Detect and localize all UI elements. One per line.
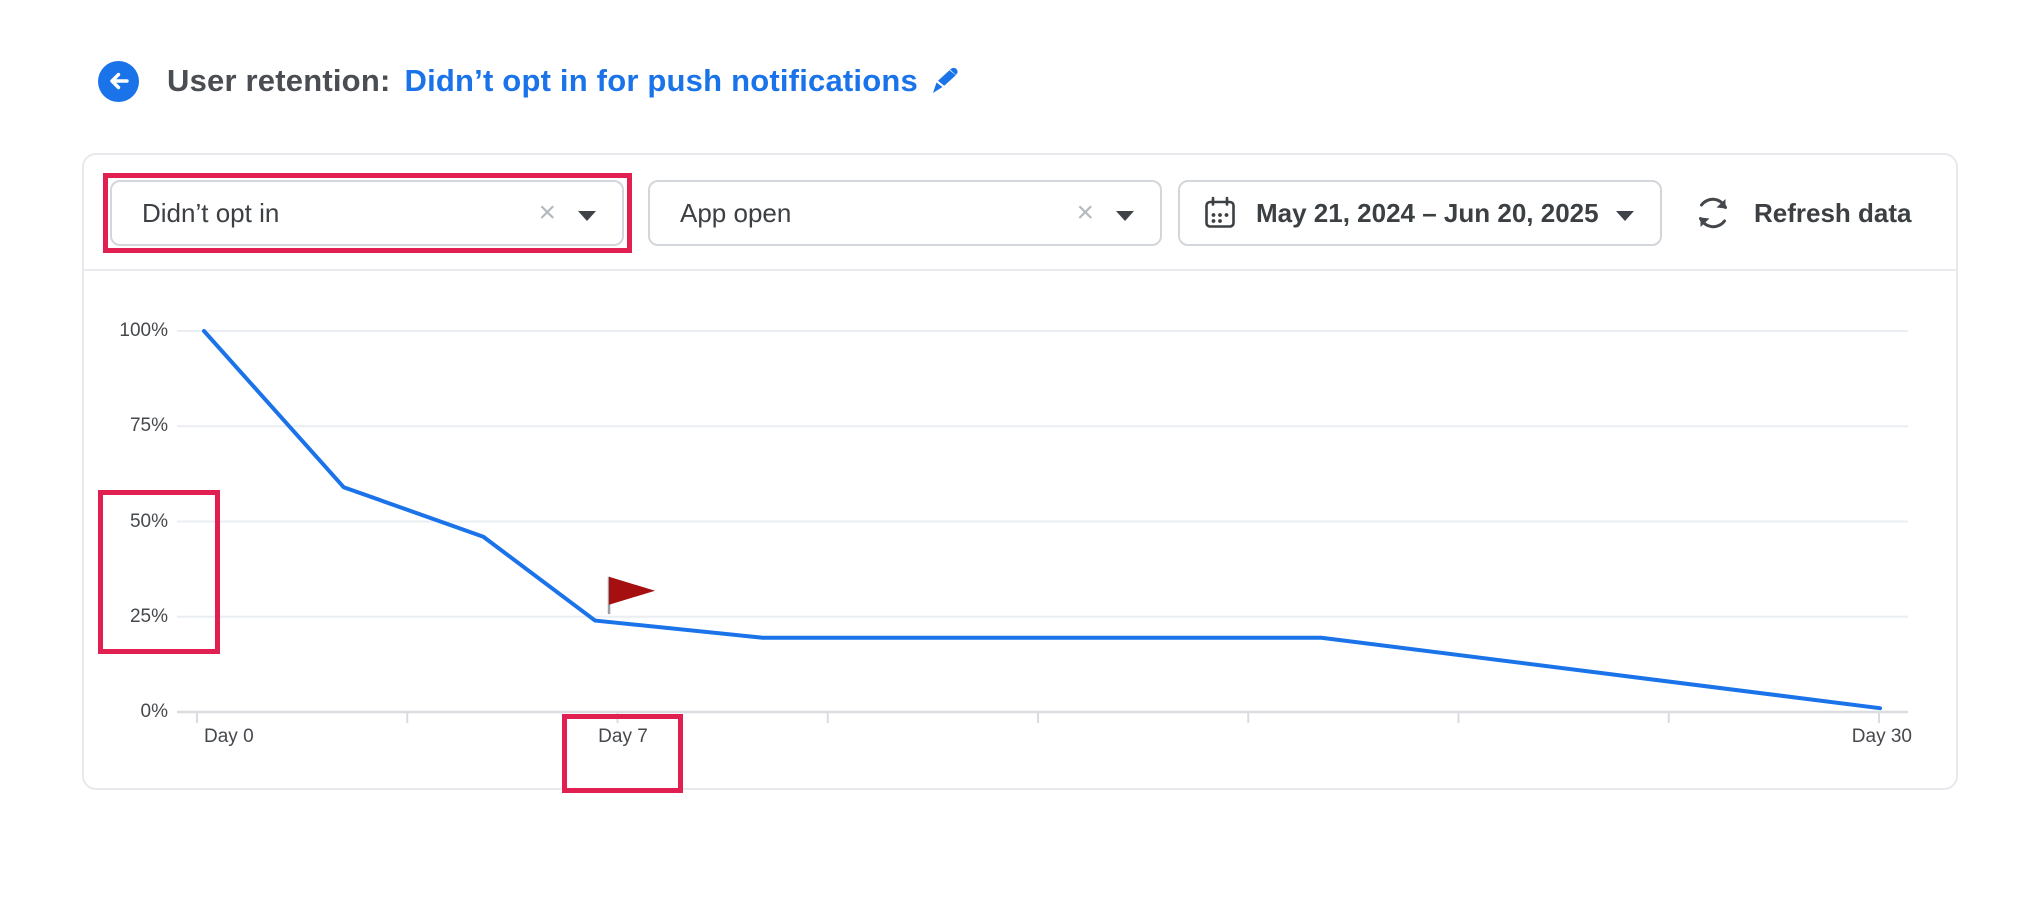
event-select[interactable]: App open × xyxy=(648,180,1162,246)
refresh-icon xyxy=(1699,197,1727,229)
chevron-down-icon xyxy=(1616,211,1634,221)
clear-event-icon[interactable]: × xyxy=(1076,196,1094,229)
clear-audience-icon[interactable]: × xyxy=(538,196,556,229)
page-title: User retention: xyxy=(167,63,391,98)
audience-select-value: Didn’t opt in xyxy=(142,197,280,228)
retention-card xyxy=(82,153,1958,790)
refresh-data-button[interactable]: Refresh data xyxy=(1694,186,1912,240)
event-select-value: App open xyxy=(680,197,792,228)
page-header: User retention: Didn’t opt in for push n… xyxy=(98,58,960,104)
calendar-icon xyxy=(1205,196,1235,228)
pencil-edit-icon[interactable] xyxy=(930,66,960,96)
arrow-left-icon xyxy=(109,72,129,90)
segment-title-text: Didn’t opt in for push notifications xyxy=(404,63,918,98)
filter-divider xyxy=(82,269,1958,271)
audience-select[interactable]: Didn’t opt in × xyxy=(110,180,624,246)
back-button[interactable] xyxy=(98,60,139,102)
date-range-value: May 21, 2024 – Jun 20, 2025 xyxy=(1256,197,1599,228)
chevron-down-icon xyxy=(1116,211,1134,221)
refresh-data-label: Refresh data xyxy=(1754,197,1912,228)
chevron-down-icon xyxy=(578,211,596,221)
date-range-picker[interactable]: May 21, 2024 – Jun 20, 2025 xyxy=(1178,180,1662,246)
segment-title-link[interactable]: Didn’t opt in for push notifications xyxy=(404,63,959,99)
